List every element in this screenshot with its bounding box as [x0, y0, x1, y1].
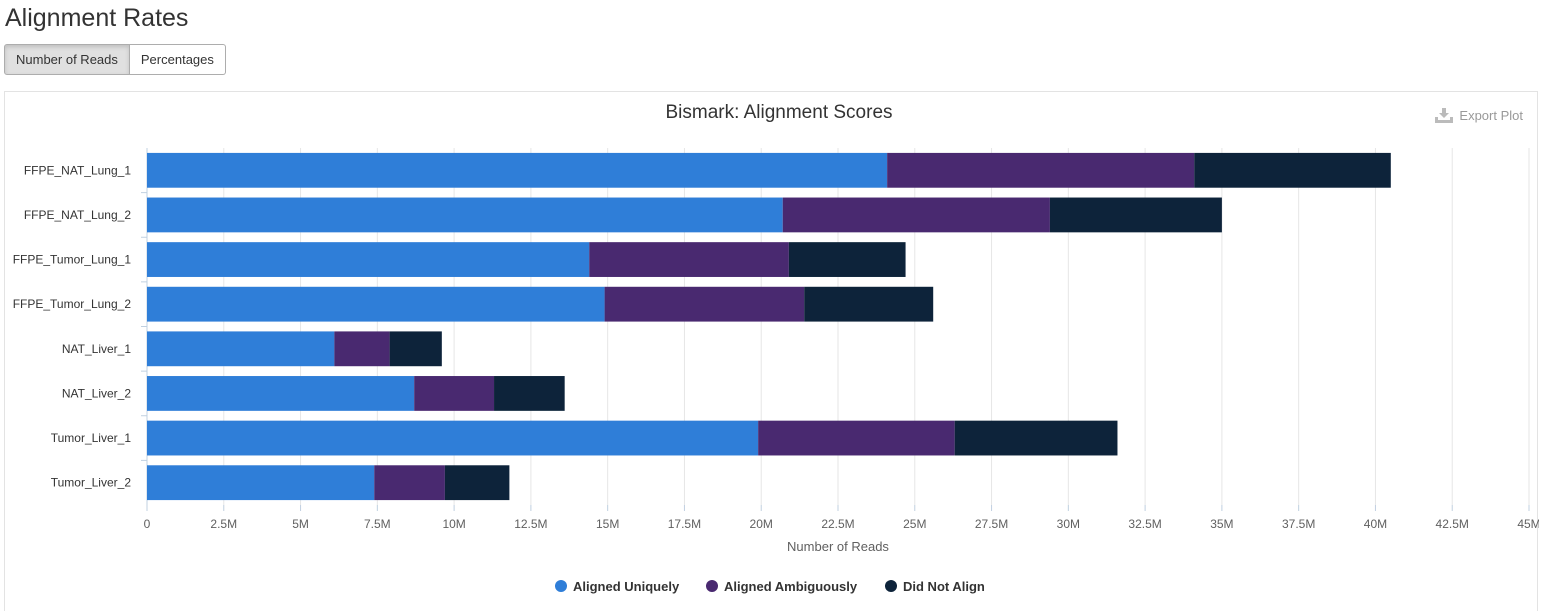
y-category-label: NAT_Liver_2	[62, 386, 131, 400]
bar-segment[interactable]	[147, 197, 783, 233]
bar-segment[interactable]	[887, 152, 1195, 188]
y-category-label: FFPE_NAT_Lung_2	[24, 208, 131, 222]
x-tick-label: 5M	[292, 517, 309, 531]
bar-segment[interactable]	[604, 286, 805, 322]
export-plot-button[interactable]: Export Plot	[1435, 108, 1523, 123]
bar-segment[interactable]	[147, 420, 759, 456]
bar-segment[interactable]	[1049, 197, 1222, 233]
x-axis-title: Number of Reads	[787, 539, 889, 554]
bar-segment[interactable]	[804, 286, 934, 322]
bar-segment[interactable]	[954, 420, 1118, 456]
bar-segment[interactable]	[374, 465, 445, 501]
x-tick-label: 35M	[1210, 517, 1233, 531]
x-tick-label: 27.5M	[975, 517, 1008, 531]
x-tick-label: 15M	[596, 517, 619, 531]
bar-segment[interactable]	[389, 331, 442, 367]
plot-panel: Bismark: Alignment Scores 0 2.5M 5M 7.5M 10M 1…	[4, 91, 1539, 611]
bar-segment[interactable]	[414, 376, 495, 411]
bar-segment[interactable]	[788, 242, 906, 277]
x-tick-label: 42.5M	[1436, 517, 1469, 531]
view-toggle: Number of Reads Percentages	[4, 44, 226, 75]
legend-marker[interactable]	[885, 580, 897, 592]
legend-marker[interactable]	[555, 580, 567, 592]
y-category-label: Tumor_Liver_2	[51, 476, 132, 490]
chart-title: Bismark: Alignment Scores	[665, 102, 892, 123]
alignment-chart: Bismark: Alignment Scores 0 2.5M 5M 7.5M 10M 1…	[13, 102, 1539, 594]
bar-segment[interactable]	[589, 242, 789, 277]
bar-segment[interactable]	[147, 152, 888, 188]
x-tick-label: 40M	[1364, 517, 1387, 531]
x-tick-label: 30M	[1057, 517, 1080, 531]
y-category-label: FFPE_Tumor_Lung_2	[13, 297, 132, 311]
x-tick-label: 32.5M	[1128, 517, 1161, 531]
legend-label[interactable]: Aligned Ambiguously	[724, 579, 858, 594]
export-plot-label: Export Plot	[1459, 108, 1523, 123]
x-tick-label: 17.5M	[668, 517, 701, 531]
legend-marker[interactable]	[706, 580, 718, 592]
x-tick-label: 0	[144, 517, 151, 531]
y-category-label: FFPE_Tumor_Lung_1	[13, 253, 132, 267]
bar-segment[interactable]	[147, 242, 590, 277]
number-of-reads-button[interactable]: Number of Reads	[4, 44, 130, 75]
y-category-label: NAT_Liver_1	[62, 342, 131, 356]
bar-segment[interactable]	[334, 331, 390, 367]
x-tick-label: 10M	[442, 517, 465, 531]
x-tick-label: 20M	[750, 517, 773, 531]
download-icon	[1435, 108, 1454, 123]
percentages-button[interactable]: Percentages	[129, 44, 226, 75]
bar-segment[interactable]	[494, 376, 565, 411]
x-tick-label: 22.5M	[821, 517, 854, 531]
y-category-label: FFPE_NAT_Lung_1	[24, 163, 131, 177]
bar-segment[interactable]	[758, 420, 955, 456]
bar-segment[interactable]	[147, 376, 415, 411]
bar-segment[interactable]	[444, 465, 510, 501]
bar-segment[interactable]	[147, 286, 605, 322]
x-tick-label: 45M	[1517, 517, 1539, 531]
legend-label[interactable]: Aligned Uniquely	[573, 579, 680, 594]
page-title: Alignment Rates	[5, 4, 189, 32]
bar-segment[interactable]	[147, 331, 335, 367]
x-tick-label: 25M	[903, 517, 926, 531]
bar-segment[interactable]	[1194, 152, 1391, 188]
x-tick-label: 37.5M	[1282, 517, 1315, 531]
bar-segment[interactable]	[782, 197, 1050, 233]
x-tick-label: 7.5M	[364, 517, 391, 531]
bar-segment[interactable]	[147, 465, 375, 501]
x-tick-label: 12.5M	[514, 517, 547, 531]
x-tick-label: 2.5M	[210, 517, 237, 531]
legend-label[interactable]: Did Not Align	[903, 579, 985, 594]
y-category-label: Tumor_Liver_1	[51, 431, 132, 445]
